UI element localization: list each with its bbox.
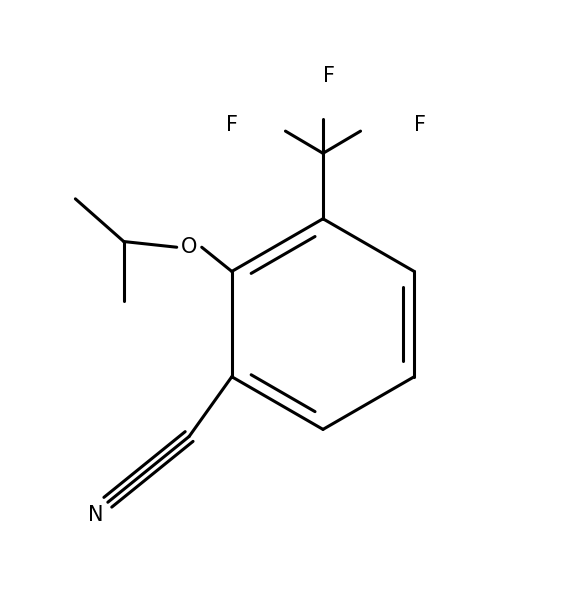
Text: F: F [323, 66, 335, 87]
Text: O: O [181, 237, 197, 257]
Text: N: N [88, 505, 103, 525]
Text: F: F [414, 115, 426, 135]
Text: F: F [226, 115, 238, 135]
